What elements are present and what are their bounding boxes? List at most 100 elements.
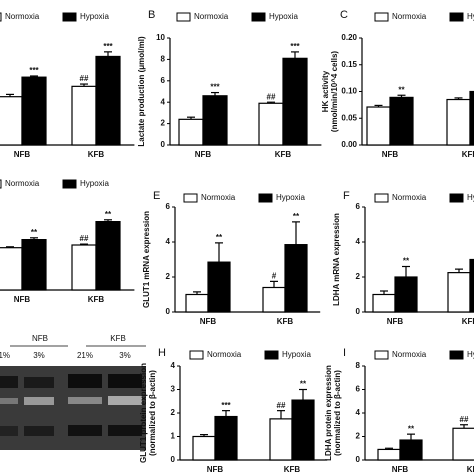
panel: E 0 2 4 6 GLUT1 mRNA expression Normoxia Hypoxi…: [142, 190, 321, 326]
significance-label: #: [272, 271, 277, 280]
y-tick-label: 3: [171, 385, 176, 394]
bar: [469, 258, 474, 313]
legend-label: Hypoxia: [467, 350, 474, 359]
bar: [192, 435, 216, 461]
significance-label: **: [31, 228, 38, 237]
y-tick-label: 2: [166, 272, 171, 281]
y-tick-label: 0.20: [341, 33, 357, 42]
legend-label: Hypoxia: [467, 193, 474, 202]
significance-label: ##: [460, 415, 469, 424]
bar: [366, 106, 391, 146]
x-tick-label: NFB: [14, 150, 31, 159]
significance-label: ***: [210, 83, 220, 92]
legend-label: Hypoxia: [276, 193, 305, 202]
significance-label: **: [216, 233, 223, 242]
blot-band: [108, 425, 142, 436]
significance-label: ##: [80, 74, 89, 83]
y-axis-label: (normalized to β-actin): [148, 370, 157, 456]
x-tick-label: NFB: [195, 150, 212, 159]
blot-band: [24, 377, 54, 388]
bar: [262, 286, 286, 313]
y-tick-label: 0.00: [341, 140, 357, 149]
bar: [21, 76, 47, 146]
y-tick-label: 6: [161, 76, 166, 85]
x-tick-label: NFB: [207, 465, 224, 474]
y-tick-label: 0: [356, 307, 361, 316]
legend-label: Normoxia: [201, 193, 236, 202]
y-tick-label: 0: [166, 307, 171, 316]
legend-swatch: [449, 350, 464, 360]
x-tick-label: NFB: [14, 295, 31, 304]
x-tick-label: KFB: [462, 150, 474, 159]
x-tick-label: NFB: [387, 317, 404, 326]
western-blot: NFB KFB 21% 3% 21% 3%: [0, 334, 146, 450]
panel-label: E: [153, 190, 160, 202]
y-tick-label: 2: [356, 432, 361, 441]
legend-swatch: [374, 350, 389, 360]
bar: [394, 276, 418, 313]
panel-label: C: [340, 9, 348, 21]
blot-lane: 21%: [77, 351, 93, 360]
x-tick-label: KFB: [277, 317, 294, 326]
blot-band: [68, 397, 102, 404]
y-axis-label: LDHA mRNA expression: [332, 213, 341, 306]
y-axis-label: GLUT1 mRNA expression: [142, 211, 151, 308]
y-axis-label: HK activity: [321, 70, 330, 112]
x-tick-label: KFB: [284, 465, 301, 474]
bar: [214, 415, 238, 461]
blot-band: [108, 374, 142, 388]
panel: C 0.00 0.05 0.10 0.15 0.20 HK activity (nmol/mi…: [321, 9, 474, 159]
blot-band: [24, 426, 54, 436]
bar: [399, 439, 423, 461]
blot-band: [0, 376, 18, 388]
significance-label: **: [398, 85, 405, 94]
panel-label: I: [343, 347, 346, 359]
y-axis-label: GLUT1 protein expression: [139, 363, 148, 463]
bar: [377, 448, 401, 461]
legend-swatch: [449, 12, 464, 22]
blot-band: [68, 374, 102, 388]
significance-label: **: [408, 424, 415, 433]
significance-label: ***: [29, 66, 39, 75]
blot-band: [0, 398, 18, 404]
bar: [452, 427, 474, 461]
y-tick-label: 0.05: [341, 113, 357, 122]
x-tick-label: KFB: [462, 317, 474, 326]
legend-swatch: [176, 12, 191, 22]
y-axis-label: LDHA protein expression: [324, 365, 333, 461]
legend-swatch: [449, 193, 464, 203]
y-axis-label: Lactate production (μmol/ml): [137, 36, 146, 147]
x-tick-label: KFB: [275, 150, 292, 159]
legend-label: Normoxia: [392, 12, 427, 21]
blot-lane: 3%: [119, 351, 131, 360]
y-tick-label: 1: [171, 432, 176, 441]
legend-swatch: [258, 193, 273, 203]
bar: [185, 293, 209, 313]
legend-swatch: [374, 193, 389, 203]
panel-label: F: [343, 190, 350, 202]
panel: F 0 2 4 6 LDHA mRNA expression Normoxia Hypoxia…: [332, 190, 474, 326]
y-tick-label: 0: [356, 455, 361, 464]
y-tick-label: 10: [156, 33, 165, 42]
legend-swatch: [0, 12, 2, 22]
blot-band: [108, 396, 142, 405]
y-tick-label: 0: [161, 140, 166, 149]
significance-label: ***: [103, 42, 113, 51]
legend-swatch: [183, 193, 198, 203]
legend-swatch: [0, 179, 2, 189]
y-tick-label: 4: [356, 237, 361, 246]
bar: [389, 96, 414, 146]
legend-swatch: [251, 12, 266, 22]
significance-label: **: [293, 212, 300, 221]
x-tick-label: NFB: [382, 150, 399, 159]
legend-label: Normoxia: [5, 179, 40, 188]
y-tick-label: 6: [356, 202, 361, 211]
legend-label: Hypoxia: [282, 350, 311, 359]
blot-group: NFB: [32, 334, 48, 343]
blot-band: [24, 397, 54, 405]
bar: [95, 221, 121, 291]
legend-label: Normoxia: [207, 350, 242, 359]
bar: [178, 118, 204, 146]
panel: H 0 1 2 3 4 GLUT1 protein expression (normalize…: [139, 347, 328, 474]
legend-swatch: [62, 12, 77, 22]
